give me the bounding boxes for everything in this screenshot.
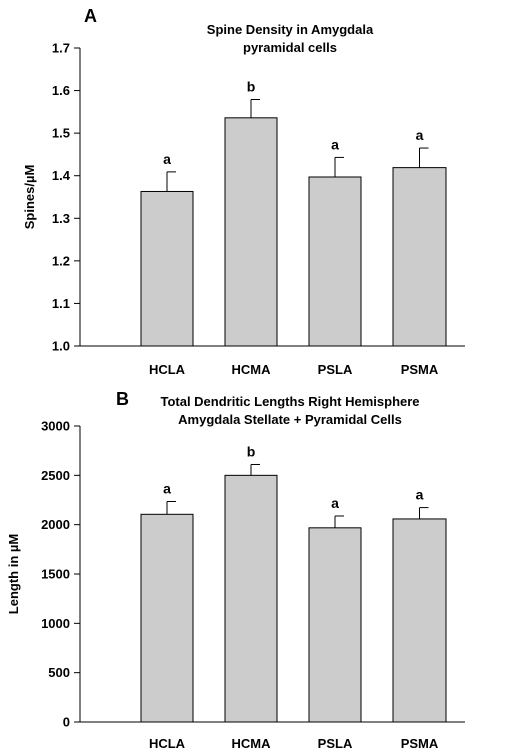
- significance-label: a: [416, 487, 424, 503]
- y-tick-label: 1.6: [52, 83, 70, 98]
- chart-title-line: Amygdala Stellate + Pyramidal Cells: [178, 412, 402, 427]
- y-tick-label: 3000: [41, 419, 70, 434]
- y-tick-label: 1.2: [52, 253, 70, 268]
- x-tick-label: PSLA: [318, 736, 353, 751]
- x-tick-label: HCMA: [232, 362, 272, 377]
- panel-letter: B: [116, 389, 129, 409]
- chart-title-line: Spine Density in Amygdala: [207, 22, 374, 37]
- x-tick-label: PSMA: [401, 736, 439, 751]
- y-tick-label: 1500: [41, 567, 70, 582]
- bar: [308, 527, 362, 723]
- y-tick-label: 1.0: [52, 339, 70, 354]
- chart-panel-a: A Spine Density in Amygdala pyramidal cell…: [22, 6, 465, 377]
- bar: [308, 176, 362, 347]
- bar: [140, 513, 194, 723]
- bar: [392, 518, 447, 723]
- bar: [224, 474, 278, 723]
- y-tick-label: 1.3: [52, 211, 70, 226]
- y-tick-label: 1.4: [52, 168, 71, 183]
- x-tick-label: HCLA: [149, 362, 186, 377]
- y-tick-label: 1.1: [52, 296, 70, 311]
- significance-label: a: [331, 136, 339, 152]
- chart-panel-b: B Total Dendritic Lengths Right Hemispher…: [6, 389, 465, 751]
- chart-title-line: Total Dendritic Lengths Right Hemisphere: [160, 394, 419, 409]
- chart-title-line: pyramidal cells: [243, 40, 337, 55]
- significance-label: b: [247, 79, 256, 95]
- y-axis-label: Length in µM: [6, 534, 21, 614]
- bar: [224, 117, 278, 347]
- significance-label: a: [163, 151, 171, 167]
- significance-label: a: [163, 480, 171, 496]
- x-tick-label: PSMA: [401, 362, 439, 377]
- y-tick-label: 2500: [41, 468, 70, 483]
- x-tick-label: HCMA: [232, 736, 272, 751]
- bar: [140, 190, 194, 347]
- significance-label: b: [247, 443, 256, 459]
- x-tick-label: PSLA: [318, 362, 353, 377]
- y-tick-label: 2000: [41, 517, 70, 532]
- y-axis-label: Spines/µM: [22, 165, 37, 230]
- y-tick-label: 0: [63, 715, 70, 730]
- y-tick-label: 500: [48, 665, 70, 680]
- significance-label: a: [416, 127, 424, 143]
- y-tick-label: 1.5: [52, 126, 70, 141]
- y-tick-label: 1.7: [52, 41, 70, 56]
- x-tick-label: HCLA: [149, 736, 186, 751]
- bar: [392, 167, 447, 347]
- significance-label: a: [331, 495, 339, 511]
- y-tick-label: 1000: [41, 616, 70, 631]
- panel-letter: A: [84, 6, 97, 26]
